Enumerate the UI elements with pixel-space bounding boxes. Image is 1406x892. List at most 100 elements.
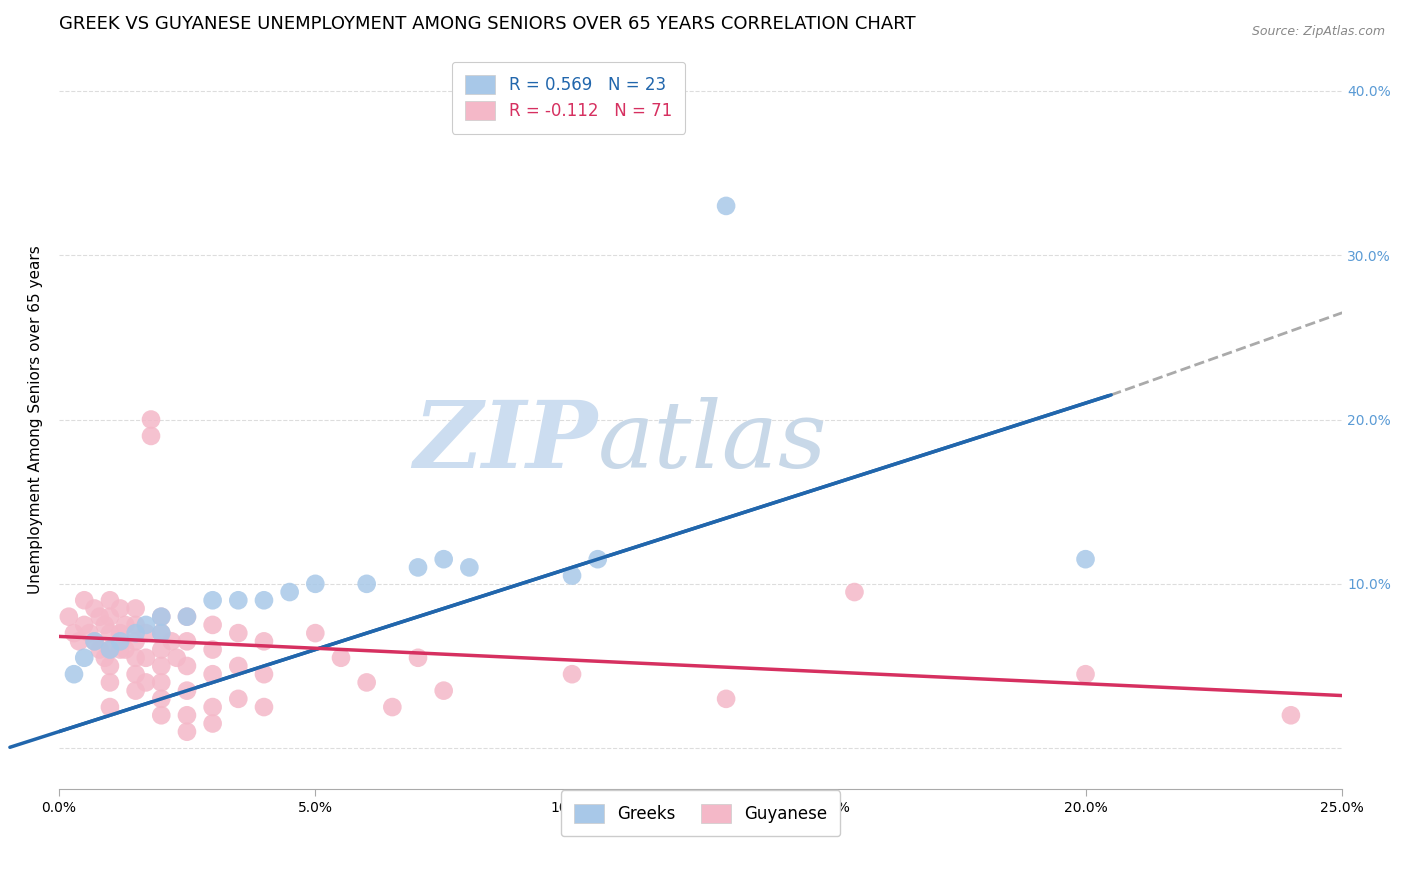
Point [226, 659, 249, 673]
Point [226, 691, 249, 706]
Text: atlas: atlas [598, 397, 827, 487]
Point [433, 683, 456, 698]
Point [1074, 552, 1097, 566]
Point [98, 593, 121, 607]
Point [253, 593, 276, 607]
Point [73, 593, 96, 607]
Point [108, 634, 131, 648]
Point [73, 650, 96, 665]
Point [135, 618, 157, 632]
Point [58, 609, 80, 624]
Point [83, 634, 105, 648]
Point [458, 560, 481, 574]
Point [94, 650, 117, 665]
Legend: Greeks, Guyanese: Greeks, Guyanese [561, 790, 841, 837]
Point [406, 560, 429, 574]
Point [124, 634, 146, 648]
Point [124, 601, 146, 615]
Point [150, 626, 173, 640]
Point [94, 618, 117, 632]
Point [1279, 708, 1302, 723]
Point [98, 642, 121, 657]
Point [83, 601, 105, 615]
Point [201, 700, 224, 714]
Point [124, 626, 146, 640]
Point [561, 568, 583, 582]
Point [201, 716, 224, 731]
Point [98, 659, 121, 673]
Point [98, 609, 121, 624]
Point [67, 634, 90, 648]
Point [176, 683, 198, 698]
Point [253, 634, 276, 648]
Point [714, 691, 737, 706]
Point [135, 650, 157, 665]
Point [124, 667, 146, 681]
Point [98, 700, 121, 714]
Point [253, 700, 276, 714]
Point [150, 609, 173, 624]
Point [586, 552, 609, 566]
Point [176, 708, 198, 723]
Point [63, 667, 86, 681]
Point [201, 642, 224, 657]
Point [124, 683, 146, 698]
Point [381, 700, 404, 714]
Point [150, 642, 173, 657]
Point [108, 626, 131, 640]
Point [124, 650, 146, 665]
Point [561, 667, 583, 681]
Text: Source: ZipAtlas.com: Source: ZipAtlas.com [1251, 25, 1385, 38]
Point [89, 609, 111, 624]
Point [150, 659, 173, 673]
Point [176, 634, 198, 648]
Point [176, 609, 198, 624]
Point [356, 675, 378, 690]
Point [135, 675, 157, 690]
Point [1074, 667, 1097, 681]
Point [844, 585, 866, 599]
Point [201, 618, 224, 632]
Point [124, 618, 146, 632]
Point [330, 650, 353, 665]
Point [150, 626, 173, 640]
Point [73, 618, 96, 632]
Point [176, 724, 198, 739]
Point [108, 642, 131, 657]
Point [114, 642, 136, 657]
Point [139, 412, 162, 426]
Point [114, 618, 136, 632]
Point [253, 667, 276, 681]
Point [139, 429, 162, 443]
Point [150, 675, 173, 690]
Point [108, 601, 131, 615]
Point [98, 675, 121, 690]
Point [150, 609, 173, 624]
Point [98, 626, 121, 640]
Text: GREEK VS GUYANESE UNEMPLOYMENT AMONG SENIORS OVER 65 YEARS CORRELATION CHART: GREEK VS GUYANESE UNEMPLOYMENT AMONG SEN… [59, 15, 915, 33]
Point [83, 634, 105, 648]
Point [226, 593, 249, 607]
Point [63, 626, 86, 640]
Point [406, 650, 429, 665]
Point [356, 577, 378, 591]
Point [150, 708, 173, 723]
Point [201, 593, 224, 607]
Point [160, 634, 183, 648]
Point [166, 650, 188, 665]
Point [278, 585, 301, 599]
Point [201, 667, 224, 681]
Text: ZIP: ZIP [413, 397, 598, 487]
Y-axis label: Unemployment Among Seniors over 65 years: Unemployment Among Seniors over 65 years [28, 245, 42, 594]
Point [150, 691, 173, 706]
Point [98, 642, 121, 657]
Point [135, 626, 157, 640]
Point [433, 552, 456, 566]
Point [714, 199, 737, 213]
Point [79, 626, 101, 640]
Point [304, 577, 326, 591]
Point [226, 626, 249, 640]
Point [304, 626, 326, 640]
Point [89, 642, 111, 657]
Point [176, 609, 198, 624]
